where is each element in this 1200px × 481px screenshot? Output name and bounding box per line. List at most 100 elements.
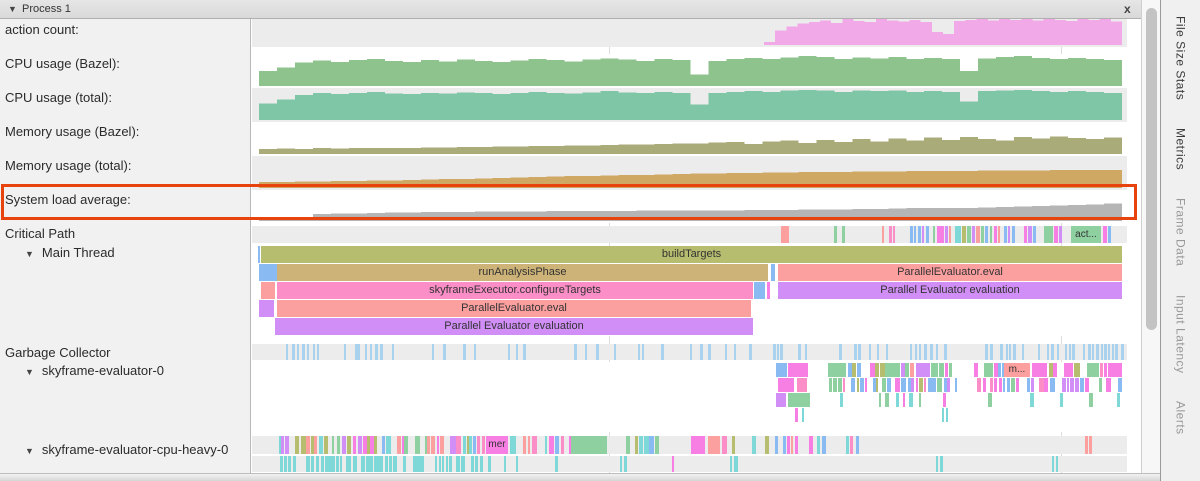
trace-event-tick[interactable]	[596, 344, 599, 360]
slice-parallelevaluator-eval[interactable]: ParallelEvaluator.eval	[778, 264, 1122, 281]
trace-event-tick[interactable]	[887, 378, 891, 392]
trace-event-tick[interactable]	[413, 456, 416, 472]
trace-event-tick[interactable]	[930, 344, 933, 360]
trace-event-tick[interactable]	[532, 436, 537, 454]
trace-event[interactable]	[916, 363, 930, 377]
critical-path-event[interactable]	[918, 226, 921, 243]
trace-event-tick[interactable]	[865, 378, 867, 392]
trace-event-tick[interactable]	[404, 436, 408, 454]
trace-event-tick[interactable]	[856, 436, 859, 454]
trace-event[interactable]	[1032, 363, 1047, 377]
trace-event-tick[interactable]	[775, 436, 778, 454]
trace-event-tick[interactable]	[910, 344, 912, 360]
trace-event-tick[interactable]	[1027, 378, 1030, 392]
track-label-skyframe-evaluator-0[interactable]: ▼ skyframe-evaluator-0	[25, 363, 165, 378]
slice[interactable]	[767, 282, 770, 299]
trace-event-tick[interactable]	[1080, 378, 1084, 392]
critical-path-event[interactable]	[1004, 226, 1007, 243]
critical-path-event[interactable]	[1108, 226, 1111, 243]
trace-event[interactable]	[788, 393, 810, 407]
trace-event-tick[interactable]	[896, 393, 899, 407]
trace-event-tick[interactable]	[955, 378, 957, 392]
trace-event-tick[interactable]	[985, 344, 988, 360]
critical-path-event[interactable]	[914, 226, 916, 243]
trace-event-tick[interactable]	[933, 378, 936, 392]
trace-event-tick[interactable]	[307, 344, 309, 360]
trace-event-tick[interactable]	[281, 436, 284, 454]
trace-event-tick[interactable]	[817, 436, 820, 454]
trace-event-tick[interactable]	[1101, 344, 1103, 360]
critical-path-event[interactable]	[1103, 226, 1107, 243]
trace-event-tick[interactable]	[879, 393, 881, 407]
trace-event-tick[interactable]	[911, 378, 914, 392]
trace-event-tick[interactable]	[1038, 344, 1040, 360]
critical-path-event[interactable]	[967, 226, 971, 243]
trace-event-tick[interactable]	[393, 456, 397, 472]
trace-event-tick[interactable]	[736, 456, 738, 472]
trace-event-tick[interactable]	[928, 378, 933, 392]
trace-event-tick[interactable]	[332, 456, 335, 472]
action-count-chart[interactable]	[764, 19, 1122, 45]
trace-event-tick[interactable]	[284, 456, 287, 472]
trace-event-tick[interactable]	[439, 456, 441, 472]
trace-event-tick[interactable]	[851, 378, 855, 392]
trace-event-tick[interactable]	[1083, 344, 1085, 360]
trace-event-tick[interactable]	[1089, 436, 1092, 454]
trace-event-tick[interactable]	[1060, 393, 1063, 407]
trace-event-tick[interactable]	[1044, 378, 1048, 392]
collapse-triangle-icon[interactable]: ▼	[8, 4, 17, 14]
trace-event-tick[interactable]	[1053, 363, 1057, 377]
trace-event-tick[interactable]	[427, 436, 430, 454]
trace-event-tick[interactable]	[944, 344, 947, 360]
trace-event-tick[interactable]	[469, 436, 472, 454]
trace-event-tick[interactable]	[642, 344, 644, 360]
trace-event-tick[interactable]	[306, 436, 310, 454]
trace-event-tick[interactable]	[1049, 363, 1053, 377]
track-critical-path[interactable]: act...	[252, 226, 1127, 243]
trace-event-tick[interactable]	[1072, 344, 1075, 360]
trace-event-tick[interactable]	[945, 363, 948, 377]
trace-event-tick[interactable]	[585, 344, 587, 360]
trace-event-tick[interactable]	[620, 456, 622, 472]
trace-event-tick[interactable]	[1085, 436, 1088, 454]
close-icon[interactable]: x	[1124, 2, 1131, 16]
critical-path-event[interactable]	[1054, 226, 1058, 243]
trace-event-tick[interactable]	[382, 436, 385, 454]
trace-event-tick[interactable]	[858, 344, 861, 360]
trace-event-tick[interactable]	[561, 436, 564, 454]
trace-event-tick[interactable]	[829, 378, 832, 392]
trace-event-tick[interactable]	[1104, 344, 1107, 360]
trace-event-tick[interactable]	[1100, 363, 1103, 377]
trace-event-tick[interactable]	[346, 456, 349, 472]
trace-event-tick[interactable]	[994, 378, 997, 392]
trace-event-tick[interactable]	[528, 436, 530, 454]
trace-event-tick[interactable]	[649, 436, 654, 454]
trace-event-tick[interactable]	[990, 344, 993, 360]
trace-event-tick[interactable]	[708, 344, 711, 360]
vertical-scrollbar-thumb[interactable]	[1146, 8, 1157, 330]
critical-path-event[interactable]	[1008, 226, 1010, 243]
slice-parallelevaluator-eval[interactable]: ParallelEvaluator.eval	[277, 300, 751, 317]
trace-event-tick[interactable]	[974, 363, 978, 377]
trace-event-tick[interactable]	[403, 456, 406, 472]
trace-event-tick[interactable]	[370, 456, 373, 472]
critical-path-event[interactable]	[910, 226, 913, 243]
trace-event-tick[interactable]	[983, 378, 986, 392]
trace-event-tick[interactable]	[1052, 456, 1054, 472]
timeline-track-area[interactable]: act... buildTargets runAnalysisPhase Parall…	[252, 19, 1141, 473]
trace-event-tick[interactable]	[725, 344, 727, 360]
trace-event-tick[interactable]	[302, 344, 305, 360]
trace-event-tick[interactable]	[919, 378, 923, 392]
trace-event-tick[interactable]	[442, 456, 444, 472]
trace-event-tick[interactable]	[1062, 378, 1066, 392]
trace-event-tick[interactable]	[1096, 344, 1099, 360]
critical-path-event[interactable]	[945, 226, 948, 243]
sys-load-chart[interactable]	[259, 199, 1122, 221]
trace-event-tick[interactable]	[936, 456, 938, 472]
slice[interactable]	[259, 264, 277, 281]
trace-event-tick[interactable]	[280, 456, 283, 472]
vertical-scrollbar[interactable]	[1141, 0, 1160, 473]
trace-event-tick[interactable]	[931, 363, 935, 377]
track-action-count[interactable]	[252, 19, 1127, 47]
trace-event-tick[interactable]	[1022, 344, 1024, 360]
